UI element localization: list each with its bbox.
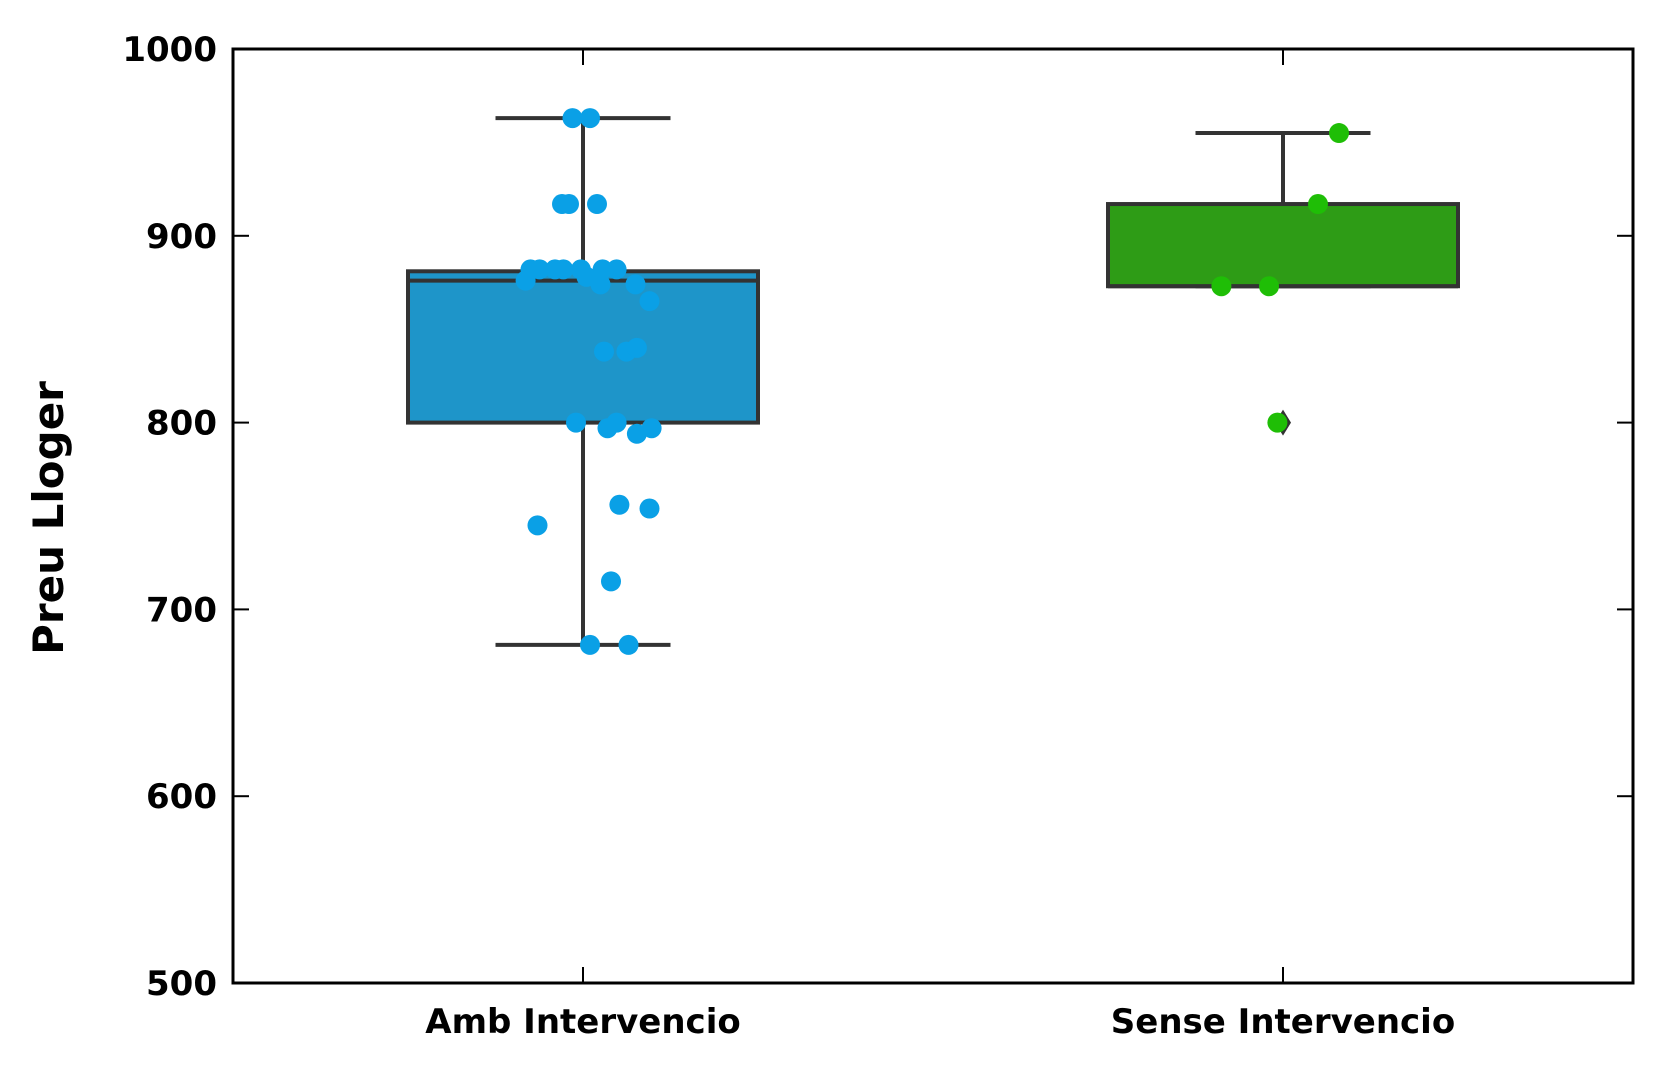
data-point-amb-intervencio <box>641 418 662 439</box>
data-point-amb-intervencio <box>639 498 660 519</box>
data-point-amb-intervencio <box>527 515 548 536</box>
data-point-sense-intervencio <box>1308 194 1328 215</box>
data-point-amb-intervencio <box>529 259 550 280</box>
data-point-sense-intervencio <box>1211 276 1232 297</box>
y-axis-title: Preu Lloger <box>24 381 73 655</box>
x-tick-label-amb-intervencio: Amb Intervencio <box>425 1002 740 1042</box>
data-point-amb-intervencio <box>566 412 586 433</box>
box-iqr <box>1106 202 1460 289</box>
data-point-amb-intervencio <box>580 108 600 129</box>
data-point-amb-intervencio <box>553 259 574 280</box>
data-point-amb-intervencio <box>606 412 627 433</box>
y-tick-label-900: 900 <box>146 217 217 257</box>
data-point-sense-intervencio <box>1267 412 1288 433</box>
data-point-amb-intervencio <box>587 194 607 215</box>
data-point-amb-intervencio <box>625 274 646 295</box>
data-point-amb-intervencio <box>639 291 660 312</box>
y-tick-label-700: 700 <box>146 590 217 630</box>
data-point-sense-intervencio <box>1259 276 1279 297</box>
data-point-amb-intervencio <box>626 337 647 358</box>
axis-ticks: 500 600 700 800 900 1000 Amb Intervencio Sense … <box>122 30 1633 1042</box>
data-point-amb-intervencio <box>606 259 627 280</box>
data-point-amb-intervencio <box>594 341 614 362</box>
box-iqr <box>406 269 760 425</box>
box-group-amb-intervencio <box>406 116 760 647</box>
data-point-amb-intervencio <box>559 194 579 215</box>
y-tick-label-500: 500 <box>146 964 217 1004</box>
data-point-amb-intervencio <box>515 270 536 291</box>
data-point-sense-intervencio <box>1329 123 1349 144</box>
x-tick-label-sense-intervencio: Sense Intervencio <box>1111 1002 1455 1042</box>
data-point-amb-intervencio <box>618 634 639 655</box>
data-points <box>515 108 1349 655</box>
data-point-amb-intervencio <box>590 274 611 295</box>
plot-area <box>231 47 1635 985</box>
y-tick-label-1000: 1000 <box>122 30 217 70</box>
data-point-amb-intervencio <box>601 571 621 592</box>
data-point-amb-intervencio <box>580 634 600 655</box>
data-point-amb-intervencio <box>609 494 630 515</box>
data-point-amb-intervencio <box>592 259 613 280</box>
box-group-sense-intervencio <box>1106 131 1460 436</box>
y-tick-label-600: 600 <box>146 777 217 817</box>
y-tick-label-800: 800 <box>146 404 217 444</box>
data-point-amb-intervencio <box>562 108 583 129</box>
plot-frame <box>231 47 1635 985</box>
